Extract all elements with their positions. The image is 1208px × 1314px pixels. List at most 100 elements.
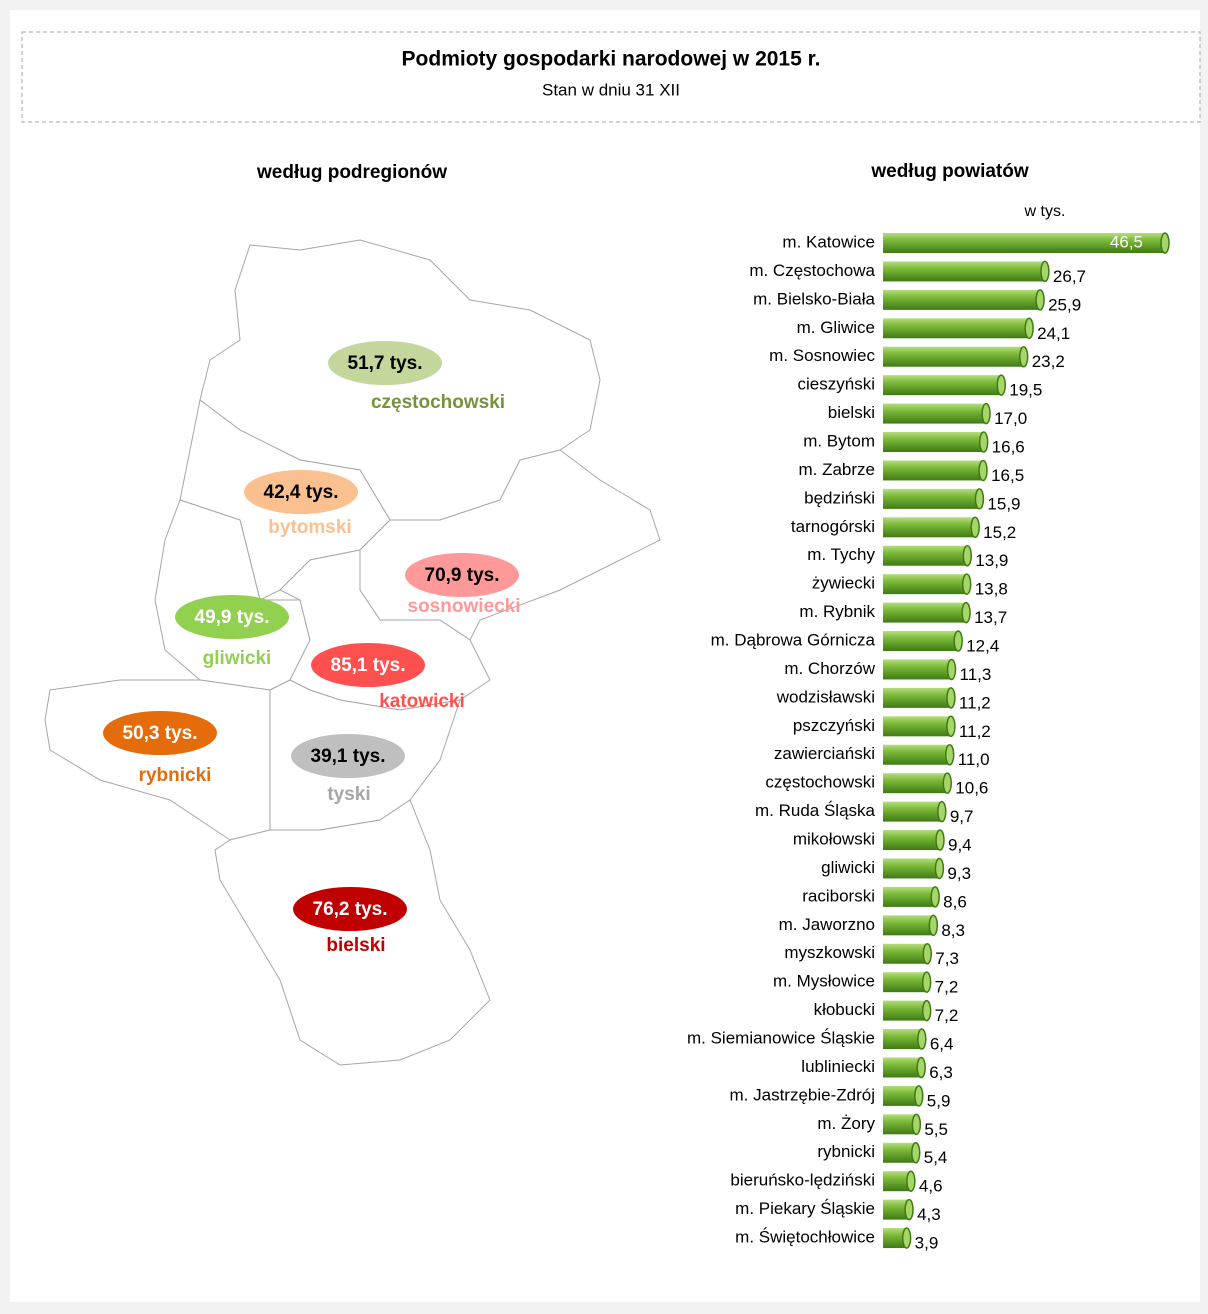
bar-end: [1024, 317, 1034, 340]
value-label: 16,6: [992, 437, 1025, 456]
region-bubble: [311, 643, 425, 687]
bar: [883, 687, 951, 708]
region-name: częstochowski: [371, 392, 505, 413]
category-label: rybnicki: [817, 1142, 875, 1161]
bar: [883, 773, 948, 794]
bar-end: [934, 857, 945, 880]
value-label: 19,5: [1009, 381, 1042, 400]
value-label: 17,0: [994, 409, 1027, 428]
bar: [883, 858, 940, 879]
value-label: 11,0: [958, 750, 990, 769]
bar: [883, 432, 984, 453]
category-label: m. Chorzów: [784, 659, 875, 678]
value-label: 3,9: [915, 1234, 939, 1253]
bar: [883, 915, 934, 936]
category-label: będziński: [804, 488, 875, 507]
value-label: 11,2: [959, 722, 991, 741]
category-label: m. Żory: [817, 1114, 875, 1133]
unit-label: w tys.: [1024, 203, 1066, 220]
value-label: 16,5: [991, 466, 1024, 485]
region-bubble: [293, 887, 407, 931]
bar: [883, 631, 959, 652]
bar-end: [910, 1142, 921, 1164]
value-label: 24,1: [1037, 324, 1070, 343]
bar-end: [978, 459, 988, 482]
map-title: według podregionów: [256, 162, 447, 183]
category-label: gliwicki: [821, 858, 875, 877]
region-bubble: [405, 553, 519, 597]
category-label: m. Bytom: [803, 431, 875, 450]
category-label: m. Ruda Śląska: [755, 801, 876, 820]
category-label: m. Tychy: [807, 545, 875, 564]
category-label: m. Jaworzno: [779, 915, 875, 934]
region-name: bielski: [326, 935, 385, 956]
bar-end: [996, 374, 1007, 396]
bar: [883, 1029, 922, 1050]
bar-end: [946, 687, 956, 709]
bar-end: [922, 943, 933, 965]
category-label: m. Dąbrowa Górnicza: [711, 631, 876, 650]
bar-end: [978, 431, 989, 453]
subtitle: Stan w dniu 31 XII: [542, 80, 680, 99]
category-label: myszkowski: [784, 943, 875, 962]
bar: [883, 602, 967, 623]
bar-end: [944, 743, 955, 766]
bar-end: [942, 772, 953, 794]
category-label: m. Bielsko-Biała: [753, 289, 875, 308]
bar: [883, 716, 951, 737]
category-label: zawierciański: [774, 744, 875, 763]
category-label: bieruńsko-lędziński: [730, 1171, 875, 1190]
bar-end: [901, 1227, 912, 1249]
category-label: wodzisławski: [776, 687, 875, 706]
value-label: 11,2: [959, 693, 991, 712]
value-label: 9,3: [947, 864, 971, 883]
bar-end: [961, 601, 971, 624]
region-bubble: [328, 341, 442, 385]
bar-end: [1160, 232, 1170, 254]
category-label: m. Jastrzębie-Zdrój: [730, 1085, 875, 1104]
value-label: 12,4: [966, 637, 999, 656]
bar: [883, 375, 1002, 396]
category-label: m. Świętochłowice: [735, 1228, 875, 1247]
bar-end: [906, 1170, 916, 1192]
bar: [883, 943, 928, 964]
category-label: m. Piekary Śląskie: [735, 1199, 875, 1218]
bar: [883, 488, 980, 509]
region-name: sosnowiecki: [408, 596, 521, 617]
region-value: 76,2 tys.: [313, 899, 388, 920]
category-label: raciborski: [802, 886, 875, 905]
bar-end: [946, 658, 957, 681]
bar-end: [981, 402, 991, 425]
bar: [883, 574, 967, 595]
bar: [883, 1085, 919, 1106]
bar: [883, 659, 952, 680]
value-label: 9,7: [950, 807, 974, 826]
region-bubble: [291, 734, 405, 778]
category-label: lubliniecki: [801, 1057, 875, 1076]
region-bubble: [175, 595, 289, 639]
value-label: 9,4: [948, 836, 972, 855]
bar: [883, 1142, 916, 1163]
bar: [883, 517, 976, 538]
category-label: tarnogórski: [791, 517, 875, 536]
bar-end: [916, 1056, 926, 1079]
bar: [883, 972, 927, 993]
region-bubble: [244, 470, 358, 514]
bar-end: [904, 1198, 914, 1221]
bar: [883, 318, 1030, 339]
bar-end: [921, 999, 932, 1022]
region-value: 51,7 tys.: [348, 353, 423, 374]
bar: [883, 1171, 911, 1192]
value-label: 6,3: [929, 1063, 953, 1082]
bar-end: [1040, 260, 1050, 283]
region-shape: [214, 799, 491, 1066]
value-label: 5,5: [924, 1120, 948, 1139]
value-label: 25,9: [1048, 295, 1081, 314]
bar-end: [937, 800, 947, 823]
bar-end: [1035, 289, 1045, 311]
value-label: 15,2: [983, 523, 1016, 542]
bar-end: [935, 829, 945, 851]
region-name: katowicki: [379, 691, 465, 712]
bar-end: [917, 1028, 927, 1050]
region-value: 85,1 tys.: [331, 655, 406, 676]
